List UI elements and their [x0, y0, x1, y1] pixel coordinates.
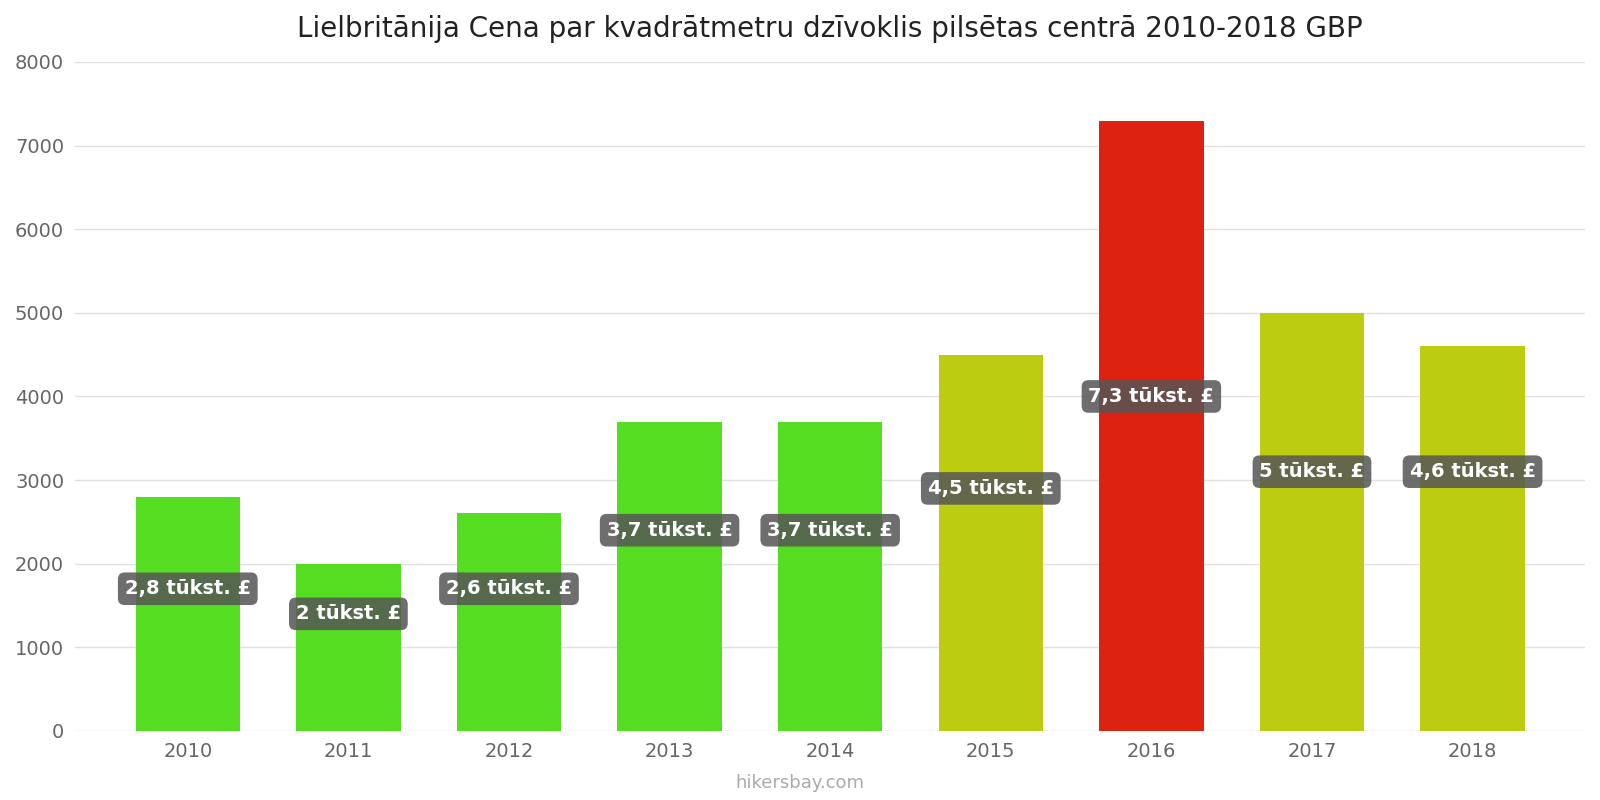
Bar — [1259, 313, 1365, 731]
Bar — [1099, 121, 1203, 731]
Bar — [456, 514, 562, 731]
Bar — [1421, 346, 1525, 731]
Bar — [618, 422, 722, 731]
Title: Lielbritānija Cena par kvadrātmetru dzīvoklis pilsētas centrā 2010-2018 GBP: Lielbritānija Cena par kvadrātmetru dzīv… — [298, 15, 1363, 43]
Bar — [778, 422, 882, 731]
Text: 4,6 tūkst. £: 4,6 tūkst. £ — [1410, 462, 1536, 481]
Text: 2 tūkst. £: 2 tūkst. £ — [296, 604, 402, 623]
Text: 7,3 tūkst. £: 7,3 tūkst. £ — [1088, 387, 1214, 406]
Text: hikersbay.com: hikersbay.com — [736, 774, 864, 792]
Text: 3,7 tūkst. £: 3,7 tūkst. £ — [606, 521, 733, 540]
Text: 3,7 tūkst. £: 3,7 tūkst. £ — [768, 521, 893, 540]
Text: 5 tūkst. £: 5 tūkst. £ — [1259, 462, 1365, 481]
Text: 2,6 tūkst. £: 2,6 tūkst. £ — [446, 579, 573, 598]
Text: 4,5 tūkst. £: 4,5 tūkst. £ — [928, 479, 1054, 498]
Bar — [136, 497, 240, 731]
Bar — [296, 564, 400, 731]
Text: 2,8 tūkst. £: 2,8 tūkst. £ — [125, 579, 251, 598]
Bar — [939, 354, 1043, 731]
